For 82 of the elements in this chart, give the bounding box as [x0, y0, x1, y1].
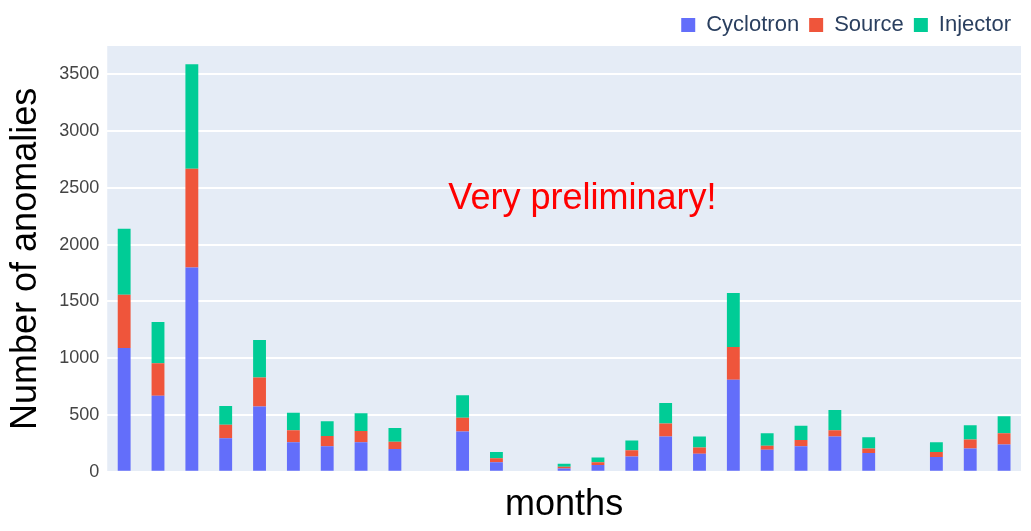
bar [828, 436, 842, 471]
bar [929, 442, 943, 452]
bar [862, 437, 876, 449]
bar [286, 412, 300, 431]
bar [219, 405, 233, 425]
bar [625, 440, 639, 451]
bar [760, 445, 774, 450]
bar [929, 451, 943, 458]
bar [219, 424, 233, 439]
legend-label: Cyclotron [706, 11, 800, 37]
y-tick-label: 1000 [59, 347, 100, 368]
bar [997, 433, 1011, 445]
legend-label: Injector [938, 11, 1012, 37]
bar [963, 425, 977, 440]
bar [828, 409, 842, 431]
bar [591, 462, 605, 465]
bar [117, 228, 131, 295]
y-tick-label: 3000 [59, 120, 100, 141]
bar [625, 450, 639, 457]
bar [185, 168, 199, 268]
bar [320, 446, 334, 471]
bar [693, 453, 706, 471]
bar [490, 458, 503, 463]
bar [963, 439, 977, 449]
bar [185, 64, 199, 169]
bar [388, 428, 402, 442]
annotation: Very preliminary! [448, 176, 717, 218]
bar [794, 425, 808, 441]
bar [828, 430, 842, 437]
bar [490, 451, 503, 459]
bar [117, 348, 131, 471]
bar [693, 447, 706, 454]
bar [219, 438, 233, 471]
bar [726, 292, 740, 347]
bar [354, 442, 368, 471]
bar [117, 294, 131, 349]
bar [354, 430, 368, 443]
bar [726, 346, 740, 380]
bar [354, 413, 368, 431]
bar [320, 421, 334, 437]
bar [388, 449, 402, 471]
bar [794, 440, 808, 447]
bar [591, 464, 605, 471]
bar [286, 430, 300, 443]
bar [659, 436, 673, 471]
y-tick-label: 1500 [59, 290, 100, 311]
bar [456, 431, 470, 471]
x-axis-title: months [505, 482, 624, 524]
bar [659, 403, 673, 424]
bar [151, 363, 165, 396]
bar [997, 416, 1011, 434]
y-tick-label: 2500 [59, 176, 100, 197]
bar [151, 321, 165, 364]
bar [929, 457, 943, 471]
bar [794, 446, 808, 471]
bar [253, 377, 266, 407]
y-axis-title: Number of anomalies [2, 87, 44, 430]
bar [490, 462, 503, 471]
bar [185, 267, 199, 471]
bar [253, 406, 266, 471]
bar [388, 441, 402, 450]
bar [997, 444, 1011, 471]
bar [726, 379, 740, 471]
y-tick-label: 3500 [59, 63, 100, 84]
bar [456, 417, 470, 432]
bar [456, 395, 470, 418]
bar [625, 456, 639, 471]
bar [760, 449, 774, 471]
bar [862, 453, 876, 471]
legend-label: Source [834, 11, 904, 37]
bar [963, 448, 977, 471]
y-tick-label: 500 [69, 404, 100, 424]
bar [320, 436, 334, 447]
bar [862, 448, 876, 454]
bar [151, 395, 165, 471]
y-tick-label: 0 [89, 460, 100, 481]
bar [760, 433, 774, 446]
bar [253, 340, 266, 378]
bar [286, 442, 300, 471]
y-tick-label: 2000 [59, 233, 100, 254]
bar [659, 423, 673, 437]
bar [693, 436, 706, 448]
